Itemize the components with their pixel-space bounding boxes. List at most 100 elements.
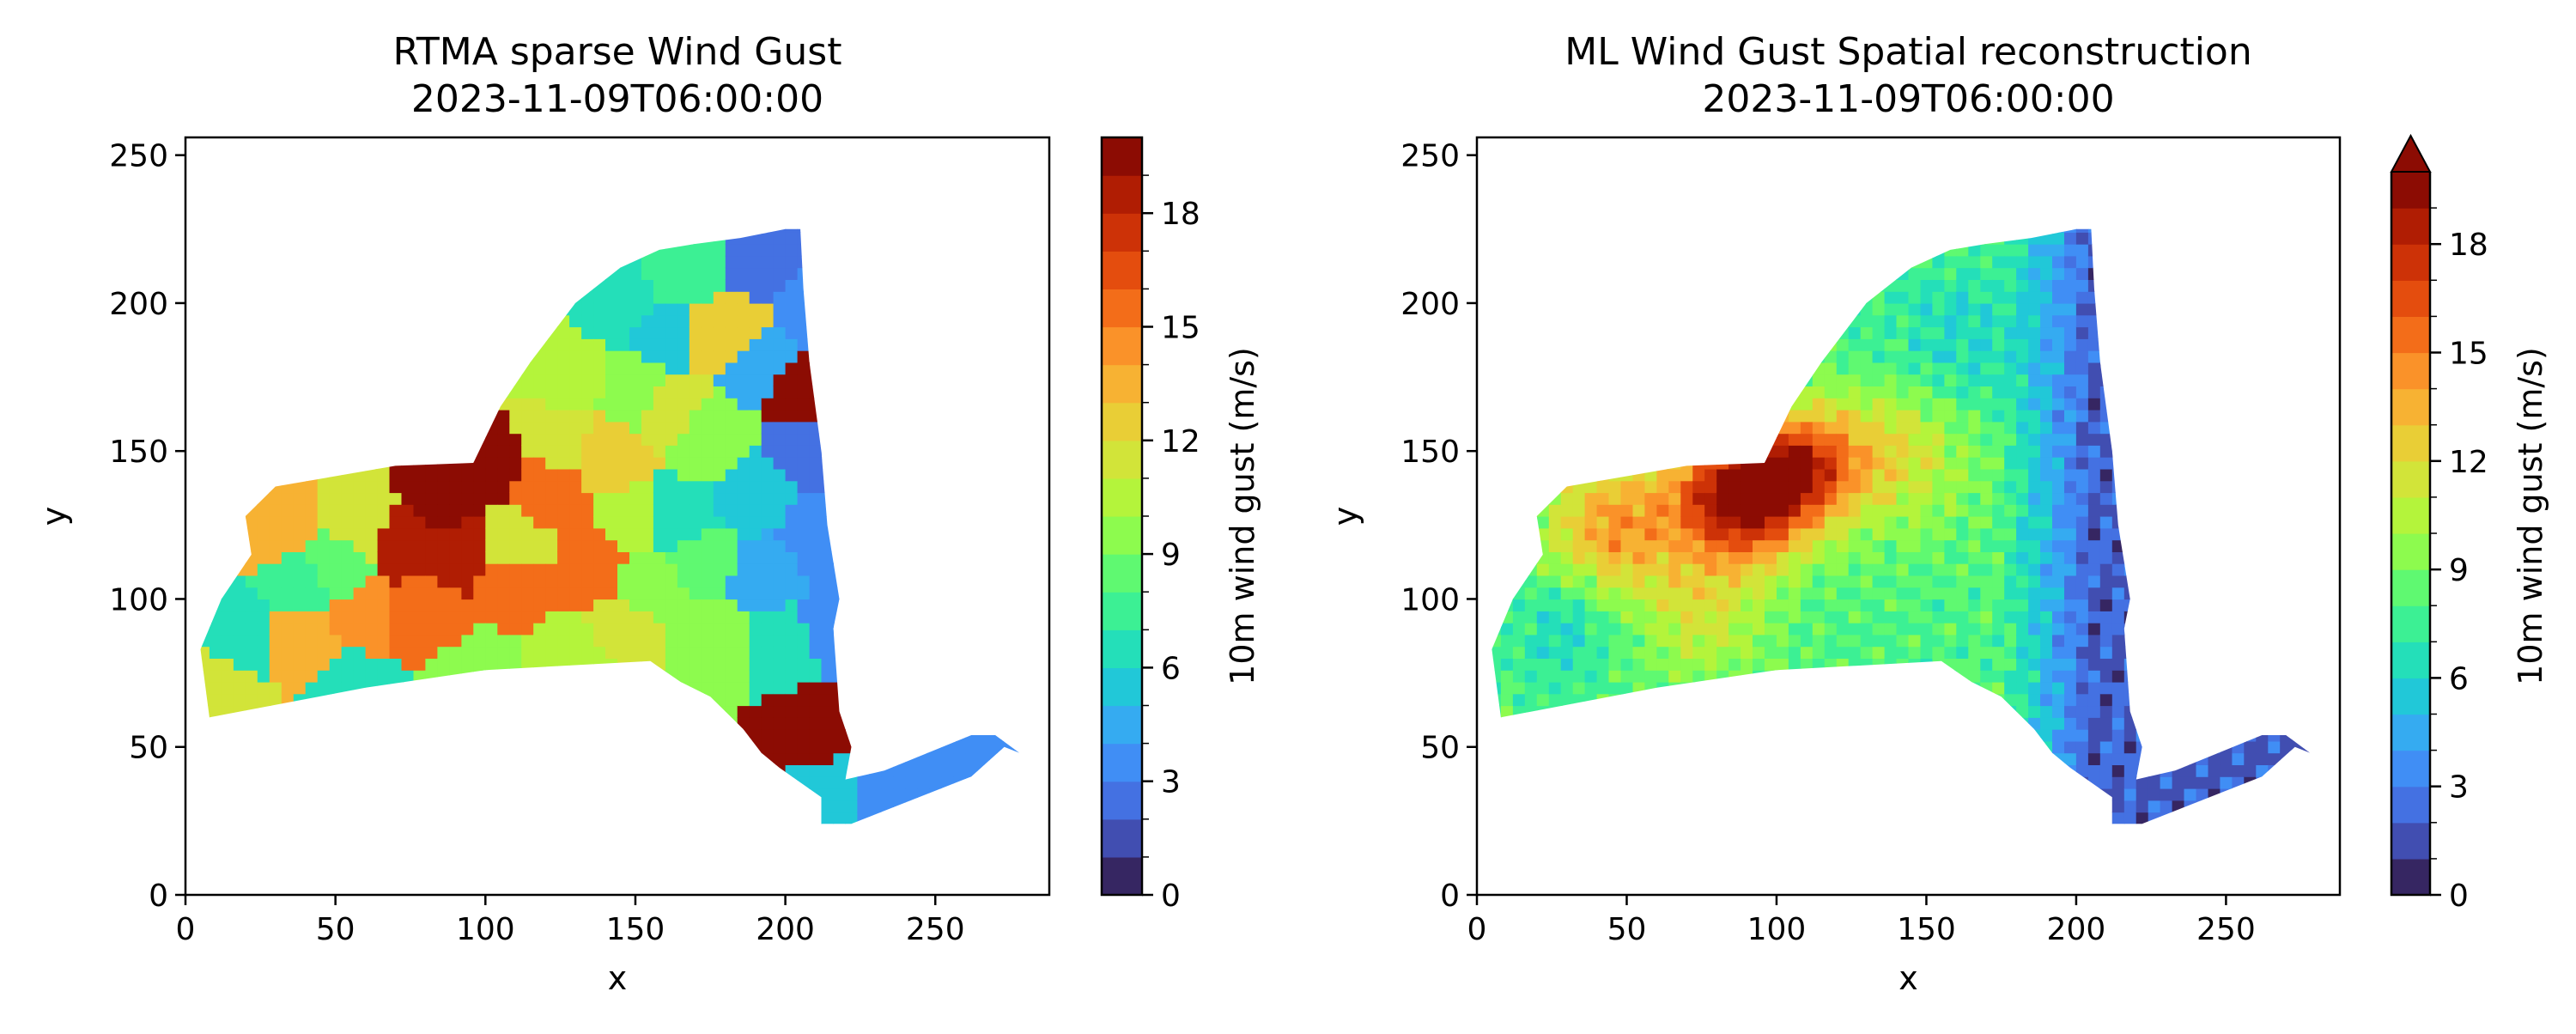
heat-cell (414, 256, 427, 268)
heat-cell (846, 303, 859, 315)
heat-cell (750, 457, 762, 469)
heat-cell (617, 244, 630, 256)
heat-cell (1609, 658, 1622, 670)
heat-cell (437, 362, 450, 374)
heat-cell (965, 350, 978, 362)
heat-cell (1668, 706, 1681, 718)
heat-cell (330, 788, 343, 800)
heat-cell (1501, 504, 1514, 516)
heat-cell (905, 492, 918, 504)
heat-cell (1585, 587, 1598, 599)
heat-cell (774, 551, 787, 563)
heat-cell (294, 291, 307, 303)
heat-cell (714, 398, 726, 410)
heat-cell (726, 764, 738, 776)
heat-cell (270, 717, 283, 729)
heat-cell (834, 694, 847, 706)
heat-cell (185, 788, 198, 800)
heat-cell (1716, 587, 1729, 599)
heat-cell (869, 434, 882, 446)
heat-cell (557, 575, 570, 587)
heat-cell (629, 303, 642, 315)
heat-cell (1668, 551, 1681, 563)
heat-cell (1692, 587, 1705, 599)
heat-cell (989, 410, 1002, 422)
heat-cell (509, 422, 522, 434)
heat-cell (282, 362, 295, 374)
heat-cell (1644, 386, 1657, 398)
heat-cell (402, 338, 415, 350)
heat-cell (521, 647, 534, 659)
heat-cell (1025, 611, 1038, 623)
heat-cell (1573, 504, 1586, 516)
heat-cell (318, 516, 331, 528)
heat-cell (1561, 741, 1574, 753)
heat-cell (318, 647, 331, 659)
heat-cell (965, 575, 978, 587)
heat-cell (414, 362, 427, 374)
heat-cell (1716, 670, 1729, 682)
heat-cell (1001, 658, 1014, 670)
heat-cell (185, 268, 198, 280)
heat-cell (834, 788, 847, 800)
heat-cell (330, 599, 343, 611)
heat-cell (210, 717, 222, 729)
heat-cell (497, 776, 510, 788)
heat-cell (1013, 741, 1026, 753)
heat-cell (1716, 599, 1729, 611)
heat-cell (1525, 209, 1538, 221)
heat-cell (1585, 422, 1598, 434)
heat-cell (762, 764, 775, 776)
heat-cell (810, 741, 823, 753)
heat-cell (569, 350, 582, 362)
heat-cell (881, 635, 894, 647)
heat-cell (1001, 788, 1014, 800)
heat-cell (1668, 587, 1681, 599)
heat-cell (857, 327, 870, 339)
heat-cell (402, 611, 415, 623)
heat-cell (1013, 232, 1026, 244)
heat-cell (1025, 587, 1038, 599)
heat-cell (702, 279, 714, 291)
heat-cell (846, 647, 859, 659)
heat-cell (402, 398, 415, 410)
heat-cell (1597, 362, 1610, 374)
heat-cell (449, 706, 462, 718)
heat-cell (545, 741, 558, 753)
heat-cell (1013, 599, 1026, 611)
heat-cell (690, 694, 702, 706)
heat-cell (977, 647, 990, 659)
heat-cell (798, 350, 811, 362)
heat-cell (437, 457, 450, 469)
heat-cell (1549, 694, 1562, 706)
heat-cell (665, 504, 678, 516)
heat-cell (258, 350, 270, 362)
heat-cell (1489, 504, 1502, 516)
heat-cell (593, 623, 606, 635)
heat-cell (414, 741, 427, 753)
heat-cell (1633, 221, 1646, 233)
colorbar-band (1102, 630, 1142, 668)
heat-cell (881, 764, 894, 776)
heat-cell (653, 244, 666, 256)
heat-cell (414, 469, 427, 481)
heat-cell (210, 788, 222, 800)
heat-cell (702, 599, 714, 611)
heat-cell (1489, 516, 1502, 528)
heat-cell (774, 706, 787, 718)
heat-cell (929, 481, 942, 493)
heat-cell (846, 457, 859, 469)
heat-cell (378, 658, 391, 670)
heat-cell (774, 647, 787, 659)
heat-cell (905, 670, 918, 682)
heat-cell (965, 516, 978, 528)
heat-cell (258, 682, 270, 694)
heat-cell (318, 694, 331, 706)
heat-cell (774, 812, 787, 824)
heat-cell (677, 268, 690, 280)
heat-cell (702, 635, 714, 647)
heat-cell (881, 563, 894, 575)
heat-cell (246, 788, 258, 800)
heat-cell (485, 575, 498, 587)
